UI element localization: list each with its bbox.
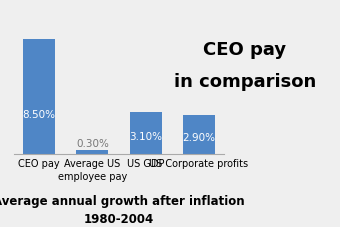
Text: 0.30%: 0.30% xyxy=(76,139,109,149)
Text: 1980-2004: 1980-2004 xyxy=(84,213,154,226)
Text: 3.10%: 3.10% xyxy=(129,132,162,142)
Bar xyxy=(130,112,161,154)
Text: CEO pay: CEO pay xyxy=(203,41,286,59)
Bar xyxy=(23,39,55,154)
Bar xyxy=(76,150,108,154)
Text: Average annual growth after inflation: Average annual growth after inflation xyxy=(0,195,245,208)
Text: in comparison: in comparison xyxy=(174,73,316,91)
Text: 8.50%: 8.50% xyxy=(23,110,56,120)
Bar xyxy=(183,115,215,154)
Text: 2.90%: 2.90% xyxy=(182,133,215,143)
